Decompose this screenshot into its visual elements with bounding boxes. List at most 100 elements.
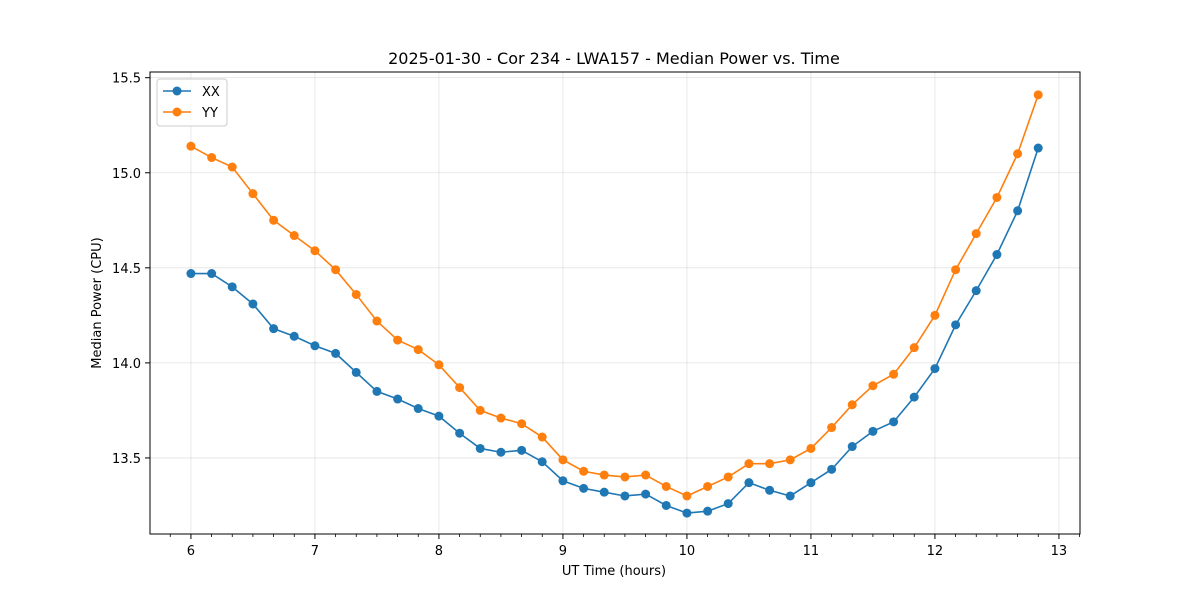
x-tick-label: 12	[927, 544, 944, 559]
data-point-xx	[847, 442, 857, 452]
data-point-xx	[806, 478, 816, 488]
axis-ticks: 6 7 8 9 10 11 12 13 13.5 14.0 14.5 15.0 15.5	[112, 72, 1080, 559]
x-tick-label: 8	[435, 544, 443, 559]
data-point-yy	[806, 443, 816, 453]
y-tick-label: 14.5	[112, 262, 141, 277]
data-point-yy	[1033, 90, 1043, 100]
data-point-yy	[186, 141, 196, 151]
data-point-xx	[723, 499, 733, 509]
data-point-xx	[682, 508, 692, 518]
data-point-yy	[579, 466, 589, 476]
data-point-xx	[620, 491, 630, 501]
y-tick-label: 15.5	[112, 72, 141, 87]
data-point-yy	[641, 470, 651, 480]
x-tick-label: 13	[1051, 544, 1068, 559]
data-point-yy	[599, 470, 609, 480]
data-point-yy	[269, 215, 279, 225]
data-point-yy	[971, 229, 981, 239]
data-point-yy	[1013, 149, 1023, 159]
data-point-xx	[992, 250, 1002, 260]
data-point-yy	[207, 153, 217, 163]
y-tick-label: 15.0	[112, 167, 141, 182]
data-point-xx	[558, 476, 568, 486]
data-point-xx	[372, 386, 382, 396]
data-point-yy	[661, 481, 671, 491]
data-point-xx	[930, 364, 940, 374]
plot-frame	[149, 71, 1081, 535]
data-point-yy	[889, 369, 899, 379]
data-point-yy	[785, 455, 795, 465]
data-point-yy	[558, 455, 568, 465]
data-point-yy	[413, 345, 423, 355]
x-axis-label: UT Time (hours)	[562, 564, 666, 579]
data-point-xx	[661, 500, 671, 510]
data-point-yy	[372, 316, 382, 326]
data-point-xx	[971, 286, 981, 296]
grid	[150, 72, 1080, 534]
data-point-yy	[248, 189, 258, 199]
data-point-yy	[475, 405, 485, 415]
data-point-yy	[310, 246, 320, 256]
data-point-xx	[537, 457, 547, 467]
data-point-xx	[517, 445, 527, 455]
data-point-xx	[413, 404, 423, 414]
data-point-yy	[289, 231, 299, 241]
data-point-xx	[331, 348, 341, 358]
data-point-xx	[227, 282, 237, 292]
data-point-xx	[496, 447, 506, 457]
data-point-xx	[434, 411, 444, 421]
x-tick-label: 10	[679, 544, 696, 559]
data-point-xx	[351, 367, 361, 377]
data-point-yy	[765, 459, 775, 469]
data-point-xx	[889, 417, 899, 427]
data-point-xx	[393, 394, 403, 404]
x-tick-label: 9	[559, 544, 567, 559]
data-point-xx	[269, 324, 279, 334]
data-point-xx	[475, 443, 485, 453]
data-point-xx	[909, 392, 919, 402]
data-point-xx	[207, 269, 217, 279]
data-point-yy	[992, 192, 1002, 202]
data-point-xx	[455, 428, 465, 438]
data-point-xx	[785, 491, 795, 501]
chart-title: 2025-01-30 - Cor 234 - LWA157 - Median P…	[388, 49, 840, 68]
data-point-yy	[537, 432, 547, 442]
data-point-xx	[579, 483, 589, 493]
data-point-yy	[868, 381, 878, 391]
data-point-yy	[930, 310, 940, 320]
series-line-yy	[190, 94, 1039, 497]
legend-label-xx: XX	[202, 85, 220, 100]
data-point-yy	[517, 419, 527, 429]
data-point-xx	[310, 341, 320, 351]
y-tick-label: 13.5	[112, 452, 141, 467]
legend-marker-xx	[172, 86, 182, 96]
data-point-yy	[455, 383, 465, 393]
data-point-xx	[744, 478, 754, 488]
x-tick-label: 7	[311, 544, 319, 559]
data-point-xx	[703, 506, 713, 516]
data-point-xx	[641, 489, 651, 499]
data-point-xx	[868, 426, 878, 436]
y-tick-label: 14.0	[112, 357, 141, 372]
legend: XX YY	[156, 78, 228, 127]
data-point-yy	[393, 335, 403, 345]
data-point-xx	[827, 464, 837, 474]
x-tick-label: 6	[187, 544, 195, 559]
data-point-yy	[351, 289, 361, 299]
legend-label-yy: YY	[201, 106, 218, 121]
data-point-xx	[186, 269, 196, 279]
data-point-xx	[951, 320, 961, 330]
data-point-yy	[331, 265, 341, 275]
data-point-yy	[951, 265, 961, 275]
data-point-yy	[434, 360, 444, 370]
data-point-yy	[827, 423, 837, 433]
data-point-xx	[599, 487, 609, 497]
y-axis-label: Median Power (CPU)	[90, 237, 105, 368]
data-point-yy	[703, 481, 713, 491]
data-point-yy	[227, 162, 237, 172]
data-point-yy	[496, 413, 506, 423]
data-point-xx	[765, 485, 775, 495]
data-point-xx	[248, 299, 258, 309]
data-point-xx	[1013, 206, 1023, 216]
